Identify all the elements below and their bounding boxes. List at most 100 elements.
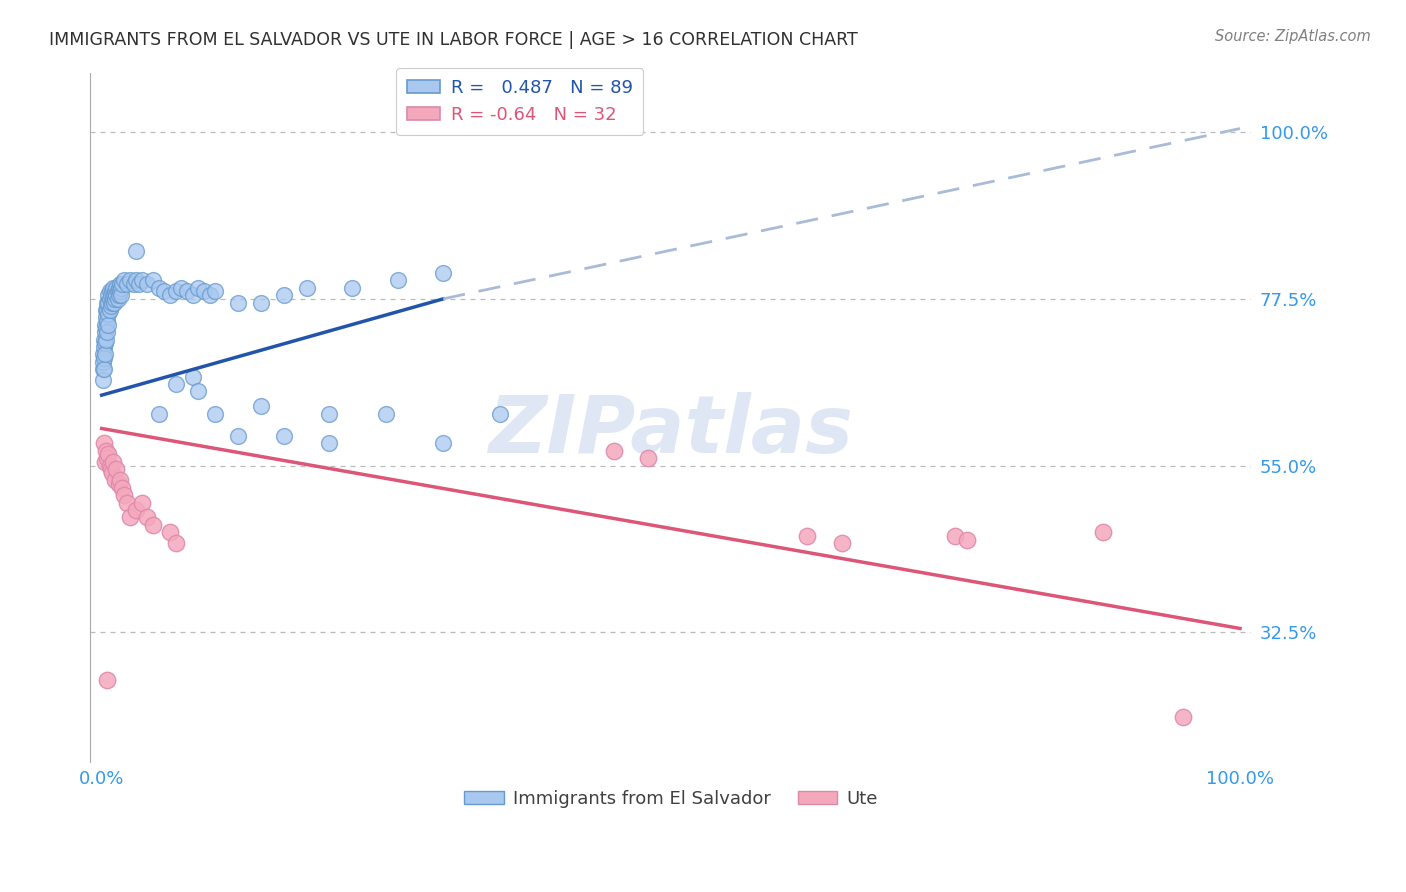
Point xyxy=(107,292,129,306)
Point xyxy=(250,399,273,413)
Point xyxy=(97,295,120,310)
Point xyxy=(101,455,124,469)
Point xyxy=(93,333,115,347)
Point xyxy=(204,285,226,299)
Point xyxy=(136,510,159,524)
Point xyxy=(165,285,187,299)
Point xyxy=(96,673,118,688)
Point xyxy=(96,295,118,310)
Point xyxy=(94,325,117,339)
Point xyxy=(956,533,979,547)
Point xyxy=(125,273,148,287)
Point xyxy=(96,325,118,339)
Point xyxy=(103,295,125,310)
Point xyxy=(98,285,121,299)
Point xyxy=(100,299,122,313)
Point xyxy=(97,307,120,321)
Point xyxy=(159,288,181,302)
Point xyxy=(131,495,153,509)
Point xyxy=(637,451,659,466)
Point xyxy=(110,288,132,302)
Point xyxy=(122,277,145,291)
Point xyxy=(193,285,215,299)
Point xyxy=(91,362,114,376)
Point xyxy=(432,266,454,280)
Point xyxy=(96,443,118,458)
Point xyxy=(181,288,204,302)
Point xyxy=(98,292,121,306)
Point xyxy=(226,295,249,310)
Point xyxy=(91,355,114,369)
Point xyxy=(295,281,318,295)
Point xyxy=(108,285,131,299)
Point xyxy=(107,288,129,302)
Point xyxy=(101,281,124,295)
Point xyxy=(170,281,193,295)
Point xyxy=(98,303,121,318)
Text: Source: ZipAtlas.com: Source: ZipAtlas.com xyxy=(1215,29,1371,44)
Point xyxy=(148,407,170,421)
Point xyxy=(120,273,142,287)
Point xyxy=(250,295,273,310)
Point xyxy=(104,285,127,299)
Point xyxy=(96,303,118,318)
Point xyxy=(100,288,122,302)
Point xyxy=(148,281,170,295)
Point xyxy=(111,277,134,291)
Point xyxy=(107,281,129,295)
Point xyxy=(204,407,226,421)
Text: IMMIGRANTS FROM EL SALVADOR VS UTE IN LABOR FORCE | AGE > 16 CORRELATION CHART: IMMIGRANTS FROM EL SALVADOR VS UTE IN LA… xyxy=(49,31,858,49)
Point xyxy=(375,407,398,421)
Point xyxy=(105,281,128,295)
Point xyxy=(489,407,512,421)
Point xyxy=(176,285,198,299)
Point xyxy=(142,273,165,287)
Point xyxy=(273,429,295,443)
Point xyxy=(226,429,249,443)
Point xyxy=(91,347,114,361)
Point xyxy=(104,292,127,306)
Point xyxy=(142,517,165,532)
Point xyxy=(110,281,132,295)
Point xyxy=(94,318,117,332)
Point xyxy=(165,377,187,392)
Point xyxy=(120,510,142,524)
Point xyxy=(159,525,181,540)
Point xyxy=(97,288,120,302)
Point xyxy=(603,443,626,458)
Point xyxy=(96,321,118,335)
Point xyxy=(273,288,295,302)
Point xyxy=(1092,525,1115,540)
Point xyxy=(105,288,128,302)
Point xyxy=(115,277,138,291)
Point xyxy=(945,529,967,543)
Point xyxy=(98,458,121,473)
Point xyxy=(101,292,124,306)
Point xyxy=(93,340,115,354)
Point xyxy=(1171,710,1194,724)
Point xyxy=(94,336,117,351)
Point xyxy=(112,273,135,287)
Point xyxy=(101,466,124,480)
Point xyxy=(831,536,853,550)
Point xyxy=(96,303,118,318)
Point xyxy=(91,373,114,387)
Point xyxy=(165,536,187,550)
Point xyxy=(100,462,122,476)
Point xyxy=(153,285,176,299)
Point xyxy=(108,473,131,487)
Point xyxy=(96,310,118,325)
Point xyxy=(93,362,115,376)
Point xyxy=(96,333,118,347)
Point xyxy=(111,481,134,495)
Point xyxy=(187,281,209,295)
Point xyxy=(125,244,148,258)
Point xyxy=(105,462,128,476)
Point xyxy=(93,351,115,365)
Point xyxy=(104,473,127,487)
Point xyxy=(181,369,204,384)
Point xyxy=(387,273,409,287)
Point xyxy=(97,447,120,461)
Point xyxy=(136,277,159,291)
Point xyxy=(198,288,221,302)
